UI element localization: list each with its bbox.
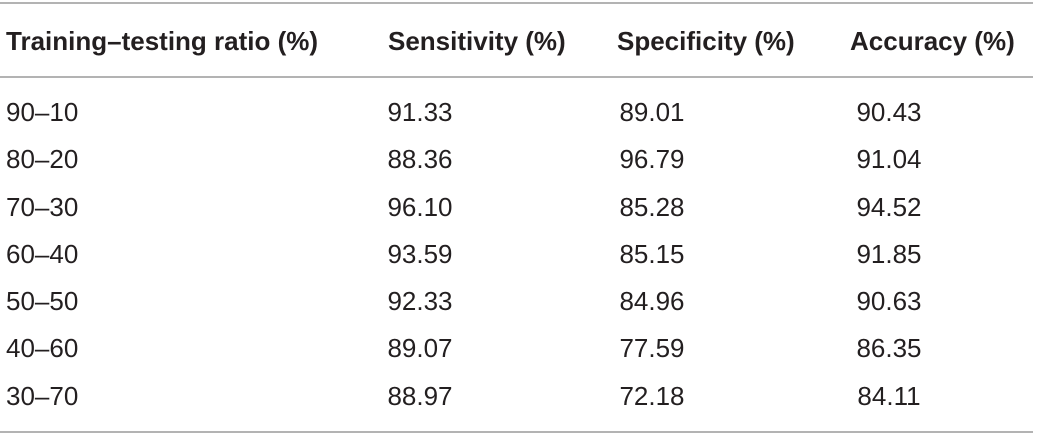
table-row: 70–30 96.10 85.28 94.52 xyxy=(0,185,1039,232)
cell-specificity: 85.28 xyxy=(619,191,685,222)
cell-ratio: 70–30 xyxy=(6,191,79,222)
table-row: 90–10 91.33 89.01 90.43 xyxy=(0,90,1039,137)
cell-sensitivity: 89.07 xyxy=(387,333,453,364)
cell-sensitivity: 88.97 xyxy=(387,380,453,411)
table-bottom-rule xyxy=(0,431,1033,433)
header-sensitivity: Sensitivity (%) xyxy=(388,26,566,56)
cell-specificity: 89.01 xyxy=(619,97,685,127)
table-row: 40–60 89.07 77.59 86.35 xyxy=(0,326,1039,373)
cell-specificity: 96.79 xyxy=(619,144,685,175)
table-body: 90–10 91.33 89.01 90.43 80–20 88.36 96.7… xyxy=(0,90,1039,421)
cell-accuracy: 84.11 xyxy=(857,380,921,411)
cell-sensitivity: 88.36 xyxy=(387,144,453,175)
cell-accuracy: 91.85 xyxy=(856,238,922,269)
cell-ratio: 90–10 xyxy=(6,97,79,127)
cell-specificity: 77.59 xyxy=(619,333,685,364)
table-row: 80–20 88.36 96.79 91.04 xyxy=(0,137,1039,184)
header-specificity: Specificity (%) xyxy=(617,26,795,56)
cell-accuracy: 86.35 xyxy=(856,333,922,364)
cell-sensitivity: 93.59 xyxy=(387,238,453,269)
table-top-rule xyxy=(0,2,1033,4)
cell-sensitivity: 96.10 xyxy=(387,191,453,222)
table-row: 50–50 92.33 84.96 90.63 xyxy=(0,279,1039,326)
table-header-rule xyxy=(0,76,1033,78)
table-row: 30–70 88.97 72.18 84.11 xyxy=(0,374,1039,421)
cell-ratio: 60–40 xyxy=(6,238,79,269)
header-accuracy: Accuracy (%) xyxy=(850,26,1015,56)
table-row: 60–40 93.59 85.15 91.85 xyxy=(0,232,1039,279)
cell-sensitivity: 91.33 xyxy=(387,97,453,127)
cell-ratio: 30–70 xyxy=(6,380,79,411)
cell-specificity: 84.96 xyxy=(619,286,685,317)
cell-ratio: 50–50 xyxy=(6,286,79,317)
cell-ratio: 40–60 xyxy=(6,333,79,364)
cell-accuracy: 91.04 xyxy=(856,144,922,175)
cell-specificity: 85.15 xyxy=(619,238,685,269)
cell-ratio: 80–20 xyxy=(6,144,79,175)
cell-accuracy: 90.63 xyxy=(856,286,922,317)
header-training-testing-ratio: Training–testing ratio (%) xyxy=(6,26,319,56)
cell-specificity: 72.18 xyxy=(619,380,685,411)
cell-sensitivity: 92.33 xyxy=(387,286,453,317)
cell-accuracy: 94.52 xyxy=(856,191,922,222)
table-header-row: Training–testing ratio (%) Sensitivity (… xyxy=(0,21,1039,61)
cell-accuracy: 90.43 xyxy=(856,97,922,127)
